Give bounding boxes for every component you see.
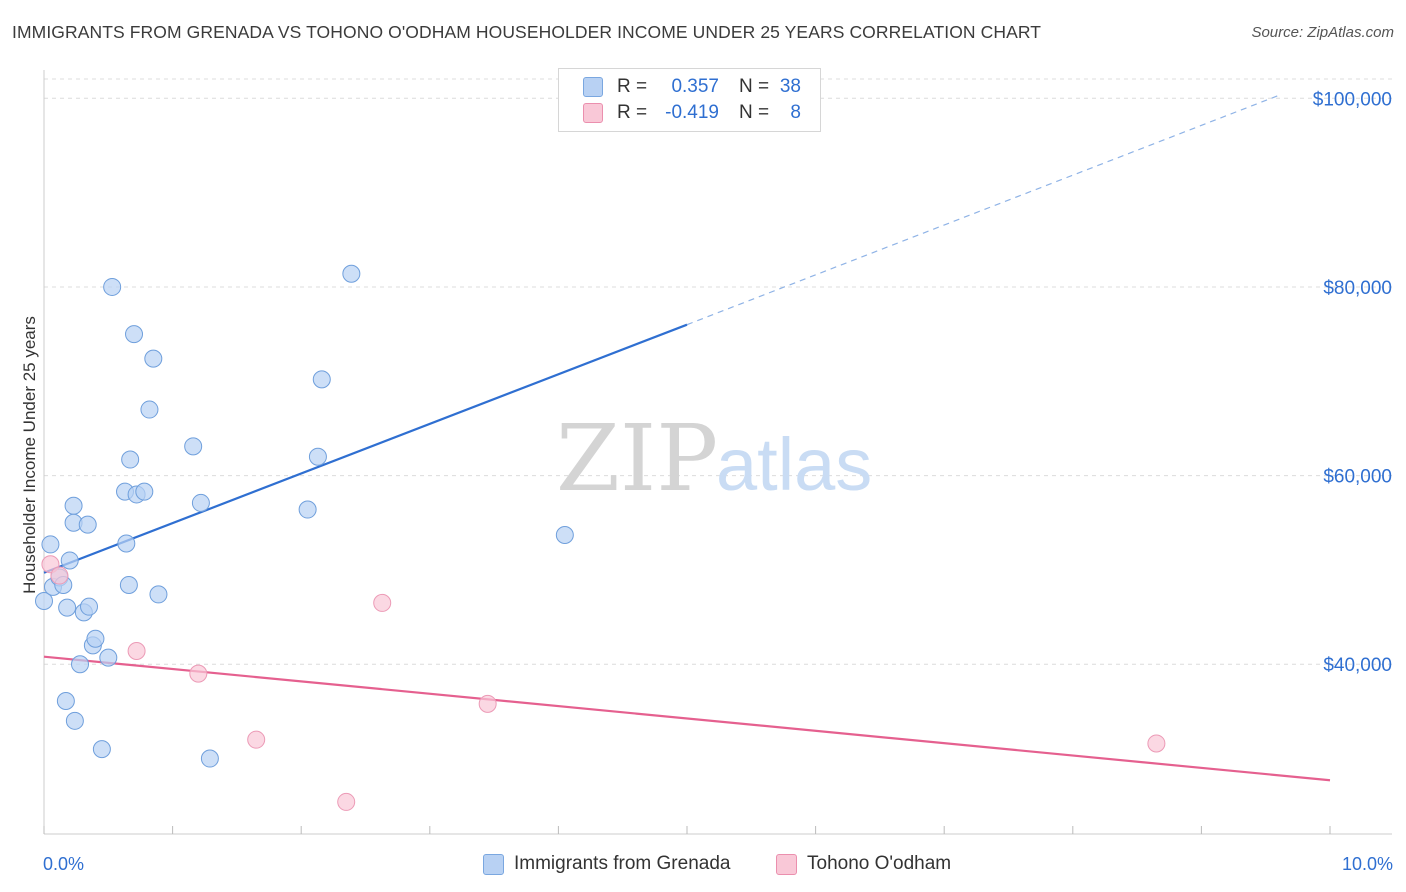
- point-tohono: [1147, 734, 1166, 753]
- point-grenada: [80, 597, 99, 616]
- y-tick-label: $80,000: [1323, 278, 1392, 299]
- axes-layer: [43, 70, 1392, 835]
- bottom-legend-grenada: Immigrants from Grenada: [483, 852, 730, 876]
- point-grenada: [298, 500, 317, 519]
- point-grenada: [312, 370, 331, 389]
- point-grenada: [308, 447, 327, 466]
- trend-line-grenada-extension: [686, 94, 1279, 326]
- trend-line-grenada: [43, 323, 688, 574]
- point-grenada: [35, 592, 53, 611]
- x-tick-label: 10.0%: [1342, 854, 1393, 874]
- point-tohono: [478, 694, 497, 713]
- n-label: N =: [739, 76, 770, 97]
- watermark-atlas: atlas: [716, 423, 872, 506]
- y-tick-label: $100,000: [1313, 89, 1392, 110]
- x-tick-label: 0.0%: [43, 854, 84, 874]
- source-label: Source: ZipAtlas.com: [1251, 24, 1394, 41]
- point-grenada: [65, 711, 84, 730]
- trend-line-tohono: [43, 655, 1331, 782]
- point-grenada: [555, 526, 574, 545]
- n-label: N =: [739, 102, 770, 123]
- bottom-legend-swatch-blue: [483, 853, 504, 875]
- point-grenada: [71, 655, 90, 674]
- stats-legend: R = 0.357 N = 38 R = -0.419 N = 8: [558, 68, 821, 132]
- point-grenada: [342, 264, 361, 283]
- point-grenada: [41, 535, 60, 554]
- point-tohono: [337, 792, 356, 811]
- legend-swatch-blue: [583, 77, 603, 97]
- bottom-legend-label-tohono: Tohono O'odham: [807, 853, 952, 874]
- point-grenada: [99, 648, 118, 667]
- point-grenada: [119, 575, 138, 594]
- r-label: R =: [617, 102, 648, 123]
- legend-row-grenada: R = 0.357 N = 38: [583, 75, 801, 99]
- data-points: [35, 264, 1166, 811]
- bottom-legend-tohono: Tohono O'odham: [776, 852, 951, 876]
- point-grenada: [140, 400, 159, 419]
- point-grenada: [56, 692, 75, 711]
- point-grenada: [144, 349, 163, 368]
- grid-layer: [44, 78, 1392, 665]
- point-grenada: [125, 325, 144, 344]
- y-tick-label: $60,000: [1323, 467, 1392, 488]
- bottom-legend-swatch-pink: [776, 853, 797, 875]
- axis-labels: $40,000 $60,000 $80,000 $100,000 0.0% 10.0% Ho…: [20, 89, 1393, 874]
- point-tohono: [247, 730, 266, 749]
- point-tohono: [373, 593, 392, 612]
- point-grenada: [86, 629, 105, 648]
- point-grenada: [135, 482, 154, 501]
- point-grenada: [64, 496, 83, 515]
- n-value-grenada: 38: [779, 76, 801, 97]
- point-grenada: [121, 450, 140, 469]
- bottom-legend-label-grenada: Immigrants from Grenada: [514, 853, 731, 874]
- point-grenada: [149, 585, 168, 604]
- point-grenada: [117, 534, 136, 553]
- point-grenada: [103, 277, 122, 296]
- r-label: R =: [617, 76, 648, 97]
- point-grenada: [191, 493, 210, 512]
- y-tick-label: $40,000: [1323, 655, 1392, 676]
- legend-row-tohono: R = -0.419 N = 8: [583, 101, 801, 125]
- point-grenada: [78, 515, 97, 534]
- point-grenada: [58, 598, 77, 617]
- point-tohono: [189, 664, 208, 683]
- point-grenada: [184, 437, 203, 456]
- r-value-tohono: -0.419: [665, 102, 719, 123]
- watermark-zip: ZIP: [556, 405, 718, 512]
- point-tohono: [127, 642, 146, 661]
- watermark: ZIP atlas: [556, 405, 872, 512]
- point-grenada: [92, 740, 111, 759]
- r-value-grenada: 0.357: [671, 76, 719, 97]
- chart-title: IMMIGRANTS FROM GRENADA VS TOHONO O'ODHA…: [12, 22, 1042, 42]
- n-value-tohono: 8: [790, 102, 801, 123]
- point-grenada: [200, 749, 219, 768]
- legend-swatch-pink: [583, 103, 603, 123]
- point-tohono: [50, 566, 69, 585]
- point-grenada: [60, 551, 79, 570]
- trend-lines: [43, 94, 1331, 782]
- y-axis-title: Householder Income Under 25 years: [20, 316, 39, 594]
